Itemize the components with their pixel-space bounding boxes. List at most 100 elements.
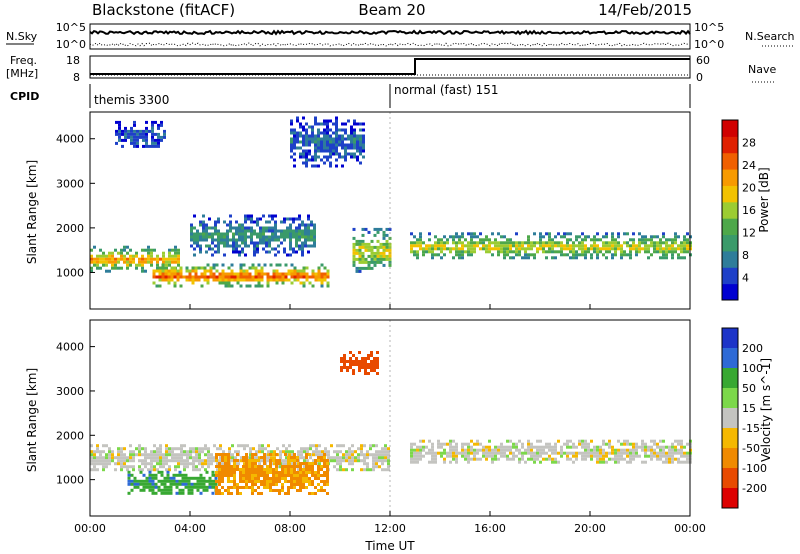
heatmap-cell: [506, 457, 509, 461]
heatmap-cell: [212, 278, 216, 282]
heatmap-cell: [198, 456, 201, 460]
heatmap-cell: [355, 251, 359, 255]
heatmap-cell: [216, 447, 219, 451]
heatmap-cell: [151, 123, 154, 127]
heatmap-cell: [257, 278, 261, 282]
velocity-colorbar-label: Velocity [m s^-1]: [759, 358, 773, 462]
nsky-tick-lo: 10^0: [56, 38, 86, 51]
heatmap-cell: [321, 450, 324, 454]
heatmap-cell: [632, 457, 635, 461]
heatmap-cell: [245, 462, 248, 465]
heatmap-cell: [326, 462, 329, 465]
heatmap-cell: [376, 227, 380, 231]
heatmap-cell: [163, 491, 167, 495]
heatmap-cell: [375, 462, 378, 466]
heatmap-cell: [464, 454, 467, 458]
heatmap-cell: [292, 229, 295, 233]
heatmap-cell: [485, 451, 488, 455]
heatmap-cell: [326, 149, 329, 153]
heatmap-cell: [138, 453, 141, 457]
heatmap-cell: [266, 474, 269, 477]
heatmap-cell: [166, 485, 170, 489]
heatmap-cell: [455, 451, 458, 455]
heatmap-cell: [211, 253, 214, 257]
heatmap-cell: [195, 456, 198, 460]
heatmap-cell: [336, 468, 339, 472]
heatmap-cell: [620, 244, 623, 248]
heatmap-cell: [173, 275, 177, 279]
heatmap-cell: [255, 450, 258, 454]
heatmap-cell: [518, 250, 521, 254]
heatmap-cell: [315, 444, 318, 448]
heatmap-cell: [183, 468, 186, 472]
heatmap-cell: [293, 134, 296, 138]
heatmap-cell: [274, 235, 277, 239]
heatmap-cell: [257, 468, 260, 471]
heatmap-cell: [258, 450, 261, 454]
heatmap-cell: [494, 238, 497, 242]
heatmap-cell: [141, 462, 144, 466]
heatmap-cell: [219, 456, 222, 460]
heatmap-cell: [614, 457, 617, 461]
heatmap-cell: [560, 451, 563, 455]
heatmap-cell: [251, 477, 254, 480]
heatmap-cell: [425, 451, 428, 455]
heatmap-cell: [449, 448, 452, 452]
heatmap-cell: [611, 238, 614, 242]
heatmap-cell: [329, 140, 332, 144]
velocity-colorbar-swatch: [722, 328, 738, 349]
heatmap-cell: [614, 454, 617, 458]
heatmap-cell: [257, 272, 261, 276]
heatmap-cell: [208, 247, 211, 251]
heatmap-cell: [305, 164, 308, 168]
heatmap-cell: [186, 453, 189, 457]
heatmap-cell: [446, 454, 449, 458]
heatmap-cell: [139, 479, 143, 483]
heatmap-cell: [333, 465, 336, 469]
heatmap-cell: [384, 447, 387, 451]
heatmap-cell: [557, 439, 560, 443]
heatmap-cell: [245, 480, 248, 483]
heatmap-cell: [281, 483, 284, 486]
heatmap-cell: [281, 278, 285, 282]
heatmap-cell: [127, 473, 131, 477]
heatmap-cell: [677, 460, 680, 464]
heatmap-cell: [208, 482, 212, 486]
xtick-label: 08:00: [274, 522, 306, 535]
heatmap-cell: [314, 137, 317, 141]
heatmap-cell: [379, 227, 383, 231]
heatmap-cell: [320, 149, 323, 153]
heatmap-cell: [293, 468, 296, 471]
heatmap-cell: [190, 232, 193, 236]
heatmap-cell: [139, 129, 142, 133]
heatmap-cell: [308, 477, 311, 480]
heatmap-cell: [141, 260, 144, 264]
heatmap-cell: [338, 134, 341, 138]
heatmap-cell: [314, 152, 317, 156]
heatmap-cell: [127, 482, 131, 486]
heatmap-cell: [626, 232, 629, 236]
heatmap-cell: [353, 143, 356, 147]
heatmap-cell: [206, 269, 210, 273]
heatmap-cell: [311, 155, 314, 159]
heatmap-cell: [253, 241, 256, 245]
heatmap-cell: [168, 254, 171, 258]
heatmap-cell: [677, 448, 680, 452]
heatmap-cell: [641, 445, 644, 449]
heatmap-cell: [281, 489, 284, 492]
heatmap-cell: [548, 232, 551, 236]
heatmap-cell: [323, 119, 326, 123]
heatmap-cell: [242, 471, 245, 474]
heatmap-cell: [304, 238, 307, 242]
heatmap-cell: [200, 275, 204, 279]
heatmap-cell: [617, 235, 620, 239]
heatmap-cell: [443, 448, 446, 452]
heatmap-cell: [139, 470, 143, 474]
heatmap-cell: [416, 451, 419, 455]
heatmap-cell: [554, 448, 557, 452]
heatmap-cell: [554, 250, 557, 254]
heatmap-cell: [354, 459, 357, 463]
heatmap-cell: [144, 450, 147, 454]
heatmap-cell: [170, 278, 174, 282]
heatmap-cell: [545, 241, 548, 245]
